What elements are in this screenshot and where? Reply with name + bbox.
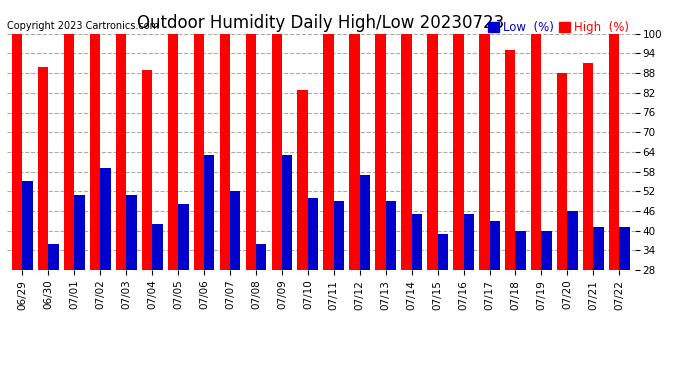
Bar xyxy=(48,244,59,362)
Bar xyxy=(246,34,256,362)
Bar xyxy=(116,34,126,362)
Bar xyxy=(126,195,137,362)
Bar xyxy=(593,227,604,362)
Bar xyxy=(324,34,334,362)
Bar xyxy=(256,244,266,362)
Bar xyxy=(464,214,474,362)
Bar xyxy=(453,34,464,362)
Bar xyxy=(505,50,515,362)
Bar xyxy=(375,34,386,362)
Bar xyxy=(282,155,293,362)
Bar xyxy=(349,34,359,362)
Bar xyxy=(412,214,422,362)
Bar xyxy=(437,234,448,362)
Bar xyxy=(230,191,240,362)
Text: Copyright 2023 Cartronics.com: Copyright 2023 Cartronics.com xyxy=(7,21,159,32)
Title: Outdoor Humidity Daily High/Low 20230723: Outdoor Humidity Daily High/Low 20230723 xyxy=(137,14,504,32)
Bar xyxy=(567,211,578,362)
Bar xyxy=(619,227,629,362)
Bar xyxy=(152,224,163,362)
Bar xyxy=(12,34,23,362)
Bar xyxy=(402,34,412,362)
Bar xyxy=(515,231,526,362)
Bar xyxy=(38,67,48,362)
Bar xyxy=(386,201,396,362)
Bar xyxy=(308,198,318,362)
Bar xyxy=(272,34,282,362)
Bar xyxy=(542,231,552,362)
Bar xyxy=(359,175,370,362)
Bar xyxy=(609,34,619,362)
Legend: Low  (%), High  (%): Low (%), High (%) xyxy=(488,21,629,34)
Bar xyxy=(479,34,489,362)
Bar xyxy=(583,63,593,362)
Bar xyxy=(297,90,308,362)
Bar xyxy=(90,34,100,362)
Bar xyxy=(334,201,344,362)
Bar xyxy=(531,34,542,362)
Bar xyxy=(194,34,204,362)
Bar xyxy=(204,155,215,362)
Bar xyxy=(142,70,152,362)
Bar xyxy=(557,73,567,362)
Bar xyxy=(64,34,75,362)
Bar xyxy=(100,168,110,362)
Bar xyxy=(75,195,85,362)
Bar xyxy=(168,34,178,362)
Bar xyxy=(219,34,230,362)
Bar xyxy=(23,182,33,362)
Bar xyxy=(489,221,500,362)
Bar xyxy=(178,204,188,362)
Bar xyxy=(427,34,437,362)
